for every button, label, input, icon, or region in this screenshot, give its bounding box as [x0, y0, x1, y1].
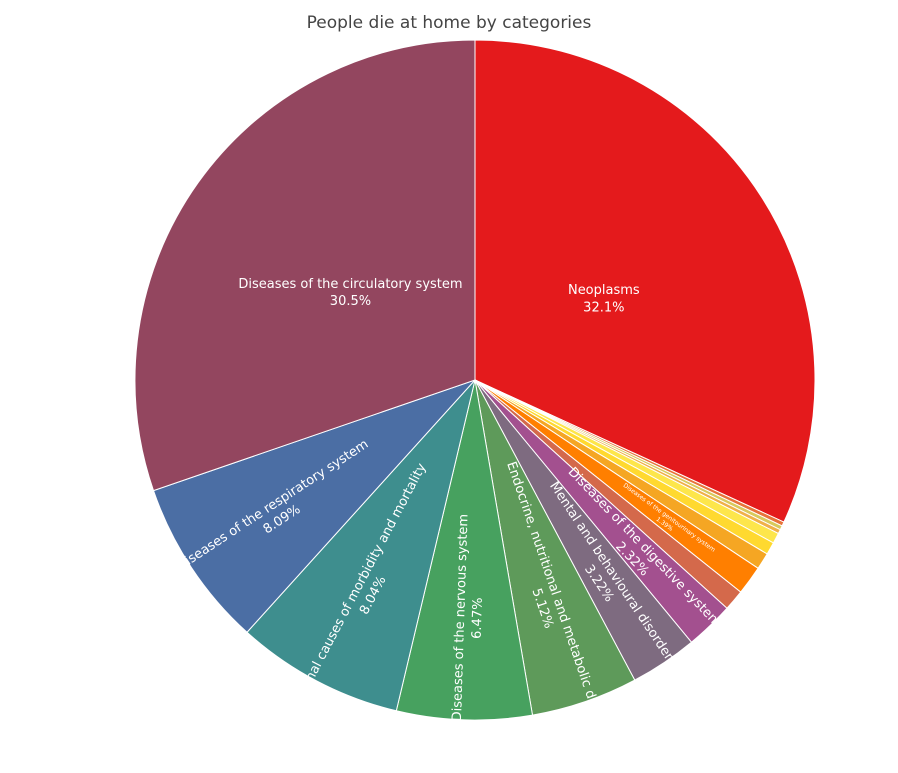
slice-neoplasms	[474, 39, 816, 523]
label-neoplasms: Neoplasms 32.1%	[568, 283, 640, 315]
slice-diseases-of-the-nervous-system	[395, 379, 534, 721]
label-diseases-of-the-nervous-system: Diseases of the nervous system6.47%	[450, 514, 489, 722]
pie-slices	[134, 39, 816, 721]
slice-diseases-of-the-circulatory-system	[134, 39, 476, 492]
slice-diseases-of-the-respiratory-system	[152, 379, 476, 633]
label-diseases-of-the-circulatory-system: Diseases of the circulatory system 30.5%	[238, 277, 462, 309]
slice-external-causes-of-morbidity-and-mortality	[246, 379, 476, 712]
chart-title: People die at home by categories	[307, 13, 592, 33]
